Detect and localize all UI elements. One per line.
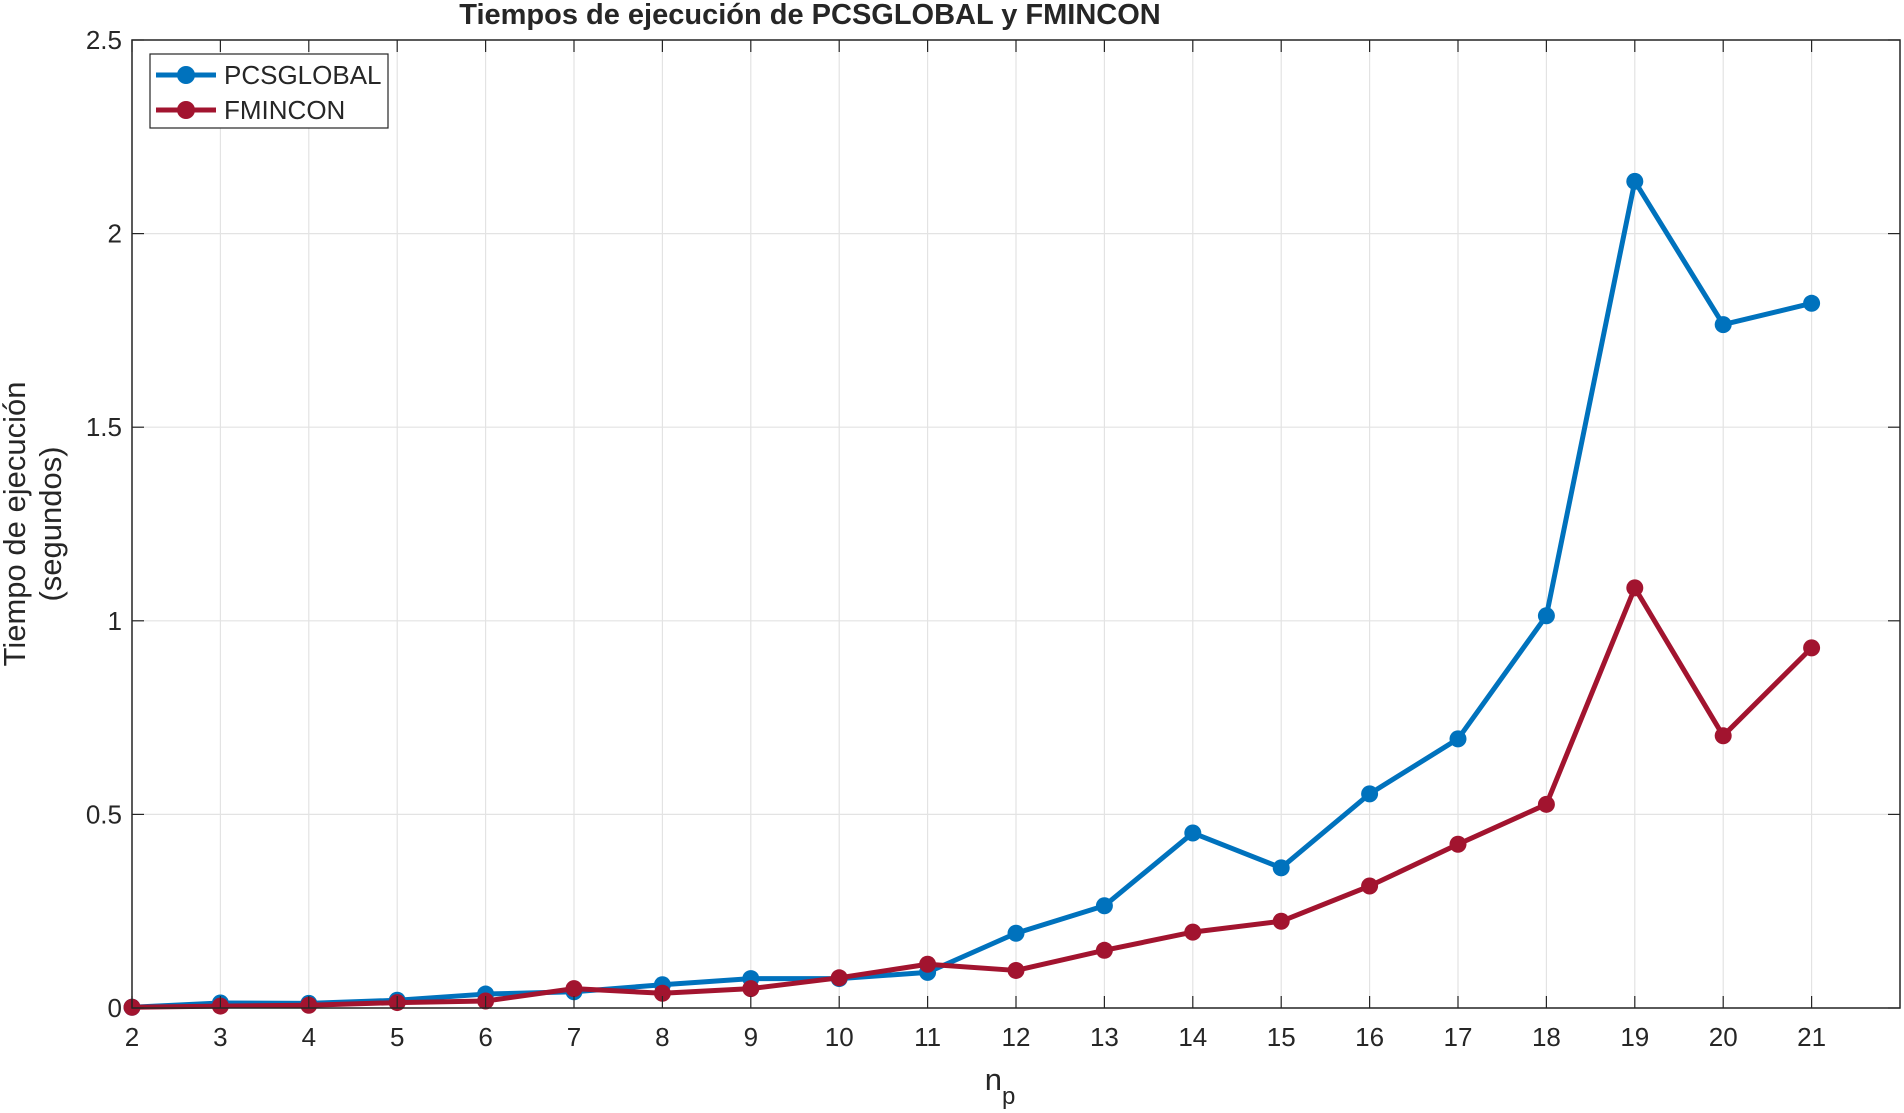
legend-item-fmincon[interactable]: FMINCON (156, 95, 345, 125)
legend-swatch-marker-pcsglobal (177, 66, 195, 84)
data-point-pcsglobal[interactable] (1449, 730, 1467, 748)
data-point-fmincon[interactable] (742, 980, 760, 998)
x-axis-label-subscript: p (1002, 1083, 1015, 1110)
data-point-pcsglobal[interactable] (1626, 172, 1644, 190)
series-line-pcsglobal (131, 178, 1813, 1010)
x-tick-label: 5 (390, 1022, 404, 1052)
x-tick-label: 19 (1620, 1022, 1649, 1052)
y-tick-label: 1.5 (86, 412, 122, 442)
data-point-fmincon[interactable] (919, 955, 937, 973)
x-tick-label: 8 (655, 1022, 669, 1052)
x-tick-label: 4 (302, 1022, 316, 1052)
y-tick-labels: 0 0.5 1 1.5 2 2.5 (86, 25, 122, 1023)
data-point-pcsglobal[interactable] (1007, 924, 1025, 942)
y-tick-label: 2 (108, 219, 122, 249)
y-tick-label: 1 (108, 606, 122, 636)
legend-label-fmincon: FMINCON (224, 95, 345, 125)
series-line-fmincon (131, 585, 1814, 1010)
data-point-fmincon[interactable] (1537, 795, 1555, 813)
data-point-pcsglobal[interactable] (1095, 897, 1113, 915)
x-tick-label: 3 (213, 1022, 227, 1052)
series-group (123, 172, 1821, 1016)
data-point-fmincon[interactable] (1007, 961, 1025, 979)
x-tick-label: 14 (1178, 1022, 1207, 1052)
x-tick-label: 15 (1267, 1022, 1296, 1052)
x-axis-label: np (985, 1062, 1016, 1110)
data-point-fmincon[interactable] (1095, 941, 1113, 959)
y-tick-label: 0 (108, 993, 122, 1023)
data-point-pcsglobal[interactable] (1537, 607, 1555, 625)
data-point-fmincon[interactable] (1626, 579, 1644, 597)
x-tick-label: 9 (744, 1022, 758, 1052)
x-tick-label: 10 (825, 1022, 854, 1052)
y-axis-label-line-1: Tiempo de ejecución (0, 382, 32, 667)
data-point-pcsglobal[interactable] (1361, 785, 1379, 803)
x-tick-label: 17 (1444, 1022, 1473, 1052)
x-tick-label: 20 (1709, 1022, 1738, 1052)
data-point-pcsglobal[interactable] (1272, 859, 1290, 877)
data-point-fmincon[interactable] (830, 969, 848, 987)
y-axis-label: Tiempo de ejecución(segundos) (0, 382, 68, 667)
data-point-fmincon[interactable] (1272, 912, 1290, 930)
x-tick-label: 7 (567, 1022, 581, 1052)
chart-title: Tiempos de ejecución de PCSGLOBAL y FMIN… (459, 0, 1161, 31)
x-axis-label-main: n (985, 1062, 1002, 1097)
x-tick-label: 18 (1532, 1022, 1561, 1052)
legend[interactable]: PCSGLOBAL FMINCON (149, 53, 389, 129)
y-tick-label: 2.5 (86, 25, 122, 55)
data-point-pcsglobal[interactable] (1803, 294, 1821, 312)
ticks (131, 39, 1900, 1009)
data-point-fmincon[interactable] (1361, 877, 1379, 895)
legend-swatch-marker-fmincon (177, 101, 195, 119)
data-point-fmincon[interactable] (565, 980, 583, 998)
data-point-pcsglobal[interactable] (1714, 316, 1732, 334)
legend-label-pcsglobal: PCSGLOBAL (224, 60, 382, 90)
x-tick-label: 6 (478, 1022, 492, 1052)
x-tick-label: 21 (1797, 1022, 1826, 1052)
y-axis-label-line-2: (segundos) (33, 446, 68, 601)
x-tick-label: 2 (125, 1022, 139, 1052)
y-tick-label: 0.5 (86, 799, 122, 829)
data-point-fmincon[interactable] (1803, 639, 1821, 657)
data-point-fmincon[interactable] (1184, 923, 1202, 941)
x-tick-label: 12 (1002, 1022, 1031, 1052)
data-point-fmincon[interactable] (653, 984, 671, 1002)
legend-item-pcsglobal[interactable]: PCSGLOBAL (156, 60, 382, 90)
x-tick-label: 11 (914, 1022, 941, 1052)
data-point-fmincon[interactable] (1714, 727, 1732, 745)
x-tick-label: 16 (1355, 1022, 1384, 1052)
x-tick-label: 13 (1090, 1022, 1119, 1052)
data-point-fmincon[interactable] (1449, 835, 1467, 853)
data-point-pcsglobal[interactable] (1184, 824, 1202, 842)
x-tick-labels: 2 3 4 5 6 7 8 9 10 11 12 13 14 15 16 17 18 19 20 21 (125, 1022, 1826, 1052)
series-fmincon (123, 579, 1821, 1016)
